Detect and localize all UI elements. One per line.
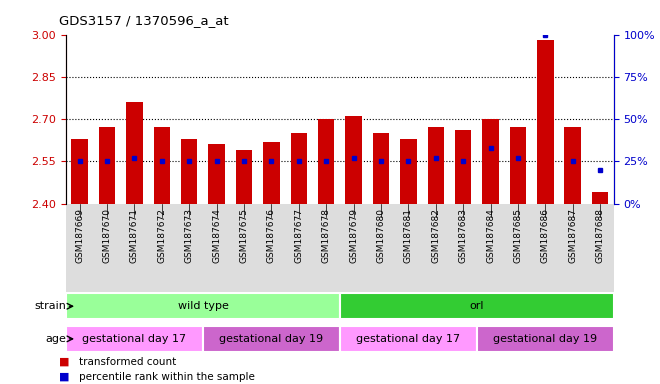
Text: percentile rank within the sample: percentile rank within the sample — [79, 372, 255, 382]
Bar — [477, 326, 614, 352]
Bar — [236, 150, 252, 204]
Text: GSM187671: GSM187671 — [130, 208, 139, 263]
Bar — [263, 142, 280, 204]
Text: age: age — [45, 334, 66, 344]
Text: GSM187680: GSM187680 — [376, 208, 385, 263]
Bar — [428, 127, 444, 204]
Text: gestational day 17: gestational day 17 — [82, 334, 187, 344]
Text: GSM187678: GSM187678 — [321, 208, 331, 263]
Text: gestational day 19: gestational day 19 — [493, 334, 597, 344]
Text: GSM187679: GSM187679 — [349, 208, 358, 263]
Text: GSM187677: GSM187677 — [294, 208, 304, 263]
Bar — [209, 144, 225, 204]
Bar — [66, 293, 340, 319]
Text: GSM187688: GSM187688 — [595, 208, 605, 263]
Text: gestational day 19: gestational day 19 — [219, 334, 323, 344]
Text: GDS3157 / 1370596_a_at: GDS3157 / 1370596_a_at — [59, 14, 229, 27]
Bar — [290, 133, 307, 204]
Text: GSM187676: GSM187676 — [267, 208, 276, 263]
Text: GSM187685: GSM187685 — [513, 208, 523, 263]
Text: GSM187686: GSM187686 — [541, 208, 550, 263]
Bar — [340, 326, 477, 352]
Text: GSM187684: GSM187684 — [486, 208, 495, 263]
Text: GSM187687: GSM187687 — [568, 208, 578, 263]
Text: GSM187670: GSM187670 — [102, 208, 112, 263]
Text: GSM187681: GSM187681 — [404, 208, 413, 263]
Bar — [154, 127, 170, 204]
Bar — [400, 139, 416, 204]
Bar — [71, 139, 88, 204]
Bar — [345, 116, 362, 204]
Bar — [482, 119, 499, 204]
Text: ■: ■ — [59, 372, 70, 382]
Bar — [66, 326, 203, 352]
Text: orl: orl — [470, 301, 484, 311]
Text: GSM187674: GSM187674 — [212, 208, 221, 263]
Bar — [203, 326, 340, 352]
Bar — [455, 130, 471, 204]
Bar — [564, 127, 581, 204]
Bar — [99, 127, 116, 204]
Text: GSM187682: GSM187682 — [431, 208, 440, 263]
Text: GSM187669: GSM187669 — [75, 208, 84, 263]
Text: GSM187675: GSM187675 — [240, 208, 249, 263]
Text: wild type: wild type — [178, 301, 228, 311]
Text: transformed count: transformed count — [79, 357, 176, 367]
Text: GSM187683: GSM187683 — [459, 208, 468, 263]
Bar — [181, 139, 197, 204]
Bar — [126, 102, 143, 204]
Bar — [318, 119, 335, 204]
Text: ■: ■ — [59, 357, 70, 367]
Bar — [340, 293, 614, 319]
Text: strain: strain — [34, 301, 66, 311]
Bar — [373, 133, 389, 204]
Bar — [537, 40, 554, 204]
Text: gestational day 17: gestational day 17 — [356, 334, 461, 344]
Text: GSM187673: GSM187673 — [185, 208, 194, 263]
Text: GSM187672: GSM187672 — [157, 208, 166, 263]
Bar — [510, 127, 526, 204]
Bar — [592, 192, 609, 204]
